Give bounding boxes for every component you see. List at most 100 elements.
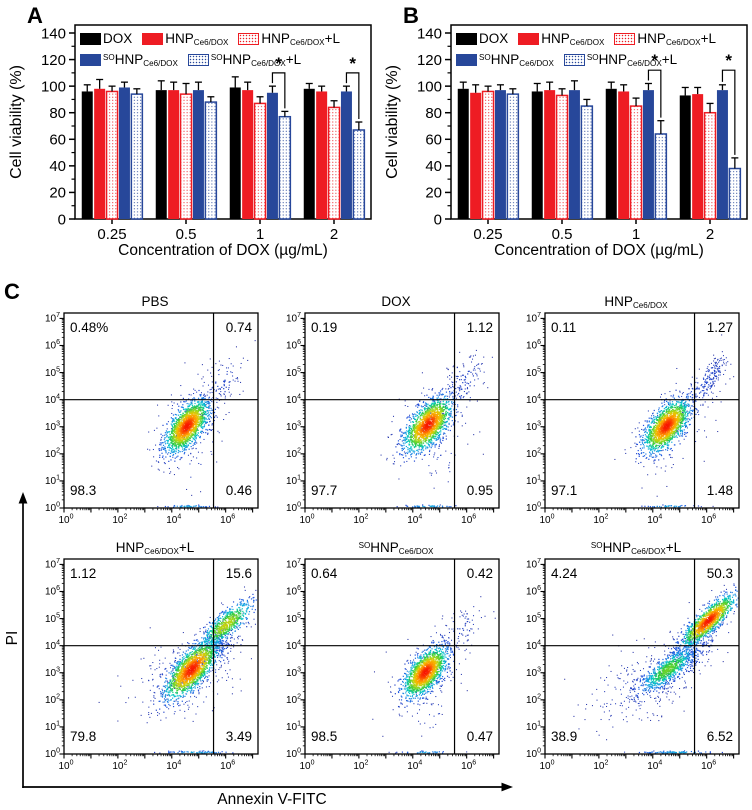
- bar: [506, 93, 520, 220]
- bar-chart-a: 0 20 40 60 80 100 120 140 0.25 0.5 1 2 * *: [41, 24, 372, 243]
- legend-label: DOX: [103, 30, 133, 46]
- x-axis: 100 102 104 106: [299, 754, 495, 773]
- panel-a: 0 20 40 60 80 100 120 140 0.25 0.5 1 2 * * Cell viabi…: [0, 0, 376, 278]
- x-tick-label: 106: [220, 514, 235, 527]
- y-tick-label: 105: [45, 612, 60, 625]
- legend-item-sohnp: SOHNPCe6/DOX: [456, 51, 554, 68]
- y-tick-label: 100: [286, 502, 301, 515]
- y-tick-label: 102: [45, 694, 60, 707]
- bar: [544, 90, 556, 219]
- bar: [692, 94, 704, 219]
- y-tick-label: 100: [417, 78, 442, 95]
- legend-swatch-sohnp: [456, 53, 477, 66]
- x-tick-label: 100: [299, 760, 314, 773]
- plot-frame: [544, 558, 740, 755]
- legend-item-hnp-l: HNPCe6/DOX+L: [614, 31, 716, 46]
- panel-c-label: C: [4, 279, 20, 304]
- y-axis: 100 101 102 103 104 105 106 107: [286, 312, 305, 514]
- flow-plot-title: SOHNPCe6/DOX+L: [590, 540, 682, 556]
- legend-row: SOHNPCe6/DOX SOHNPCe6/DOX+L: [80, 49, 340, 70]
- significance-bracket: [271, 72, 286, 109]
- flow-axes: 100 101 102 103 104 105 106 107 100 102 104 106: [526, 558, 740, 773]
- x-tick-label: 0.25: [473, 226, 502, 243]
- x-axis: 100 102 104 106: [58, 754, 254, 773]
- quadrant-lower-left-value: 97.1: [551, 483, 578, 498]
- quadrant-upper-left-value: 1.12: [70, 566, 97, 581]
- y-tick-label: 107: [286, 312, 301, 325]
- flow-plot-title: DOX: [381, 294, 411, 309]
- legend-row: DOX HNPCe6/DOX HNPCe6/DOX+L: [456, 28, 716, 49]
- quadrant-upper-left-value: 4.24: [551, 566, 578, 581]
- x-axis: 0.25 0.5 1 2: [473, 219, 714, 243]
- flow-scatter-canvas: [545, 559, 739, 754]
- bar-series: [94, 78, 328, 219]
- y-tick-label: 120: [41, 52, 66, 69]
- quadrant-upper-right-value: 0.74: [225, 320, 252, 335]
- flow-scatter-canvas: [545, 313, 739, 508]
- x-tick-label: 102: [112, 760, 127, 773]
- quadrant-lower-left-value: 97.7: [311, 483, 338, 498]
- x-axis-title-a: Concentration of DOX (µg/mL): [118, 242, 328, 259]
- quadrant-upper-right-value: 0.42: [466, 566, 493, 581]
- y-tick-label: 0: [58, 211, 66, 228]
- bar: [130, 93, 144, 220]
- y-tick-label: 80: [49, 105, 66, 122]
- legend-swatch-dox: [80, 32, 101, 45]
- quadrant-lower-right-value: 0.46: [225, 483, 252, 498]
- flow-plot-title: HNPCe6/DOX: [604, 294, 668, 310]
- x-tick-label: 104: [647, 514, 662, 527]
- legend-b: DOX HNPCe6/DOX HNPCe6/DOX+L SOHNPCe6/DOX…: [456, 28, 716, 70]
- y-axis: 0 20 40 60 80 100 120 140: [41, 25, 75, 228]
- bar: [568, 90, 580, 219]
- x-tick-label: 104: [166, 760, 181, 773]
- quadrant-lower-left-value: 98.5: [311, 729, 338, 744]
- legend-a: DOX HNPCe6/DOX HNPCe6/DOX+L SOHNPCe6/DOX…: [80, 28, 340, 70]
- bar: [242, 90, 254, 219]
- quadrant-upper-right-value: 1.27: [706, 320, 733, 335]
- x-tick-label: 1: [256, 226, 264, 243]
- bar: [618, 91, 630, 219]
- bar-series: [494, 80, 728, 219]
- y-axis: 100 101 102 103 104 105 106 107: [286, 558, 305, 760]
- legend-item-sohnp-l: SOHNPCe6/DOX+L: [187, 52, 301, 67]
- bar: [204, 101, 218, 220]
- bar-series: [457, 81, 691, 219]
- legend-row: DOX HNPCe6/DOX HNPCe6/DOX+L: [80, 28, 340, 49]
- legend-label: SOHNPCe6/DOX: [479, 51, 554, 68]
- y-tick-label: 120: [417, 52, 442, 69]
- legend-label: SOHNPCe6/DOX: [103, 51, 178, 68]
- quadrant-lower-left-value: 79.8: [70, 729, 97, 744]
- annexin-axis-label: Annexin V-FITC: [217, 791, 327, 808]
- y-axis: 100 101 102 103 104 105 106 107: [526, 558, 545, 760]
- y-tick-label: 101: [286, 475, 301, 488]
- flow-axes: 100 101 102 103 104 105 106 107 100 102 104 106: [286, 558, 500, 773]
- y-tick-label: 101: [286, 721, 301, 734]
- x-tick-label: 0.5: [176, 226, 197, 243]
- flow-plot-pbs: PBS 100 101 102 103 104 105 106 107 100 102 104 106…: [26, 294, 266, 549]
- flow-scatter-canvas: [305, 559, 499, 754]
- x-tick-label: 102: [112, 514, 127, 527]
- flow-axes: 100 101 102 103 104 105 106 107 100 102 104 106: [45, 558, 259, 773]
- y-tick-label: 80: [425, 105, 442, 122]
- significance-star: *: [725, 51, 732, 70]
- legend-label: DOX: [479, 30, 509, 46]
- quadrant-lower-right-value: 3.49: [225, 729, 252, 744]
- flow-plot-sohnp: SOHNPCe6/DOX 100 101 102 103 104 105 106 107 100…: [267, 540, 507, 795]
- legend-swatch-hnp: [142, 32, 164, 45]
- y-tick-label: 104: [45, 393, 60, 406]
- bar: [555, 94, 569, 220]
- legend-swatch-sohnp: [80, 53, 101, 66]
- legend-row: SOHNPCe6/DOX SOHNPCe6/DOX+L: [456, 49, 716, 70]
- x-tick-label: 106: [220, 760, 235, 773]
- x-tick-label: 100: [539, 760, 554, 773]
- bar-series: [118, 81, 352, 219]
- quadrant-lower-left-value: 38.9: [551, 729, 578, 744]
- bar: [105, 90, 119, 220]
- quadrant-lower-right-value: 0.47: [466, 729, 493, 744]
- y-tick-label: 103: [526, 666, 541, 679]
- x-tick-label: 104: [166, 514, 181, 527]
- legend-swatch-sohnp-l: [563, 53, 585, 66]
- x-tick-label: 102: [593, 514, 608, 527]
- bar-series: [105, 82, 341, 220]
- y-tick-label: 104: [286, 639, 301, 652]
